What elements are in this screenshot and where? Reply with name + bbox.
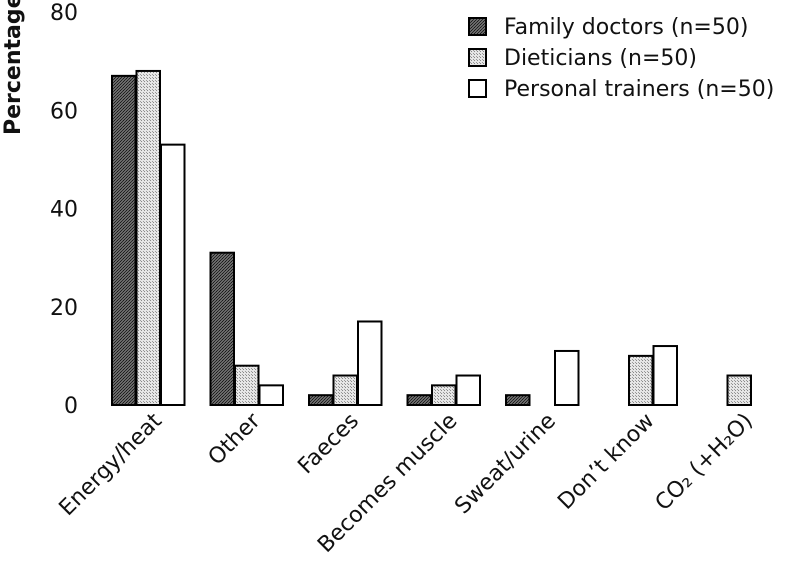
bar xyxy=(234,364,260,407)
legend-label: Personal trainers (n=50) xyxy=(504,77,774,102)
legend-swatch xyxy=(468,48,487,67)
bar xyxy=(726,374,752,406)
x-tick-label: Energy/heat xyxy=(55,408,168,521)
legend-swatch xyxy=(468,17,487,36)
bar xyxy=(455,374,481,406)
bar xyxy=(308,394,334,406)
y-tick-label: 60 xyxy=(50,99,78,124)
bar xyxy=(209,251,235,406)
bars xyxy=(111,69,752,407)
bar xyxy=(111,74,137,407)
bar xyxy=(554,349,580,406)
bar xyxy=(505,394,531,406)
bar xyxy=(332,374,358,406)
bar xyxy=(135,69,161,406)
bar xyxy=(431,384,457,407)
y-tick-label: 20 xyxy=(50,296,78,321)
bar xyxy=(258,384,284,407)
x-tick-label: Other xyxy=(204,408,267,471)
x-tick-label: Faeces xyxy=(293,409,364,480)
y-tick-label: 0 xyxy=(64,394,78,419)
x-tick-label: Sweat/urine xyxy=(450,409,561,520)
x-tick-label: CO₂ (+H₂O) xyxy=(651,409,758,516)
legend-label: Family doctors (n=50) xyxy=(504,15,748,40)
y-axis-ticks: 0 20 40 60 80 xyxy=(50,1,78,419)
legend: Family doctors (n=50) Dieticians (n=50) Pe… xyxy=(468,15,774,102)
y-tick-label: 40 xyxy=(50,198,78,223)
x-tick-label: Don’t know xyxy=(553,409,659,515)
bar xyxy=(160,143,186,406)
legend-swatch xyxy=(468,79,487,98)
legend-label: Dieticians (n=50) xyxy=(504,46,697,71)
bar xyxy=(628,354,654,406)
y-axis-title: Percentage xyxy=(1,0,26,135)
bar xyxy=(652,345,678,406)
y-tick-label: 80 xyxy=(50,1,78,26)
bar xyxy=(357,320,383,406)
bar xyxy=(406,394,432,406)
